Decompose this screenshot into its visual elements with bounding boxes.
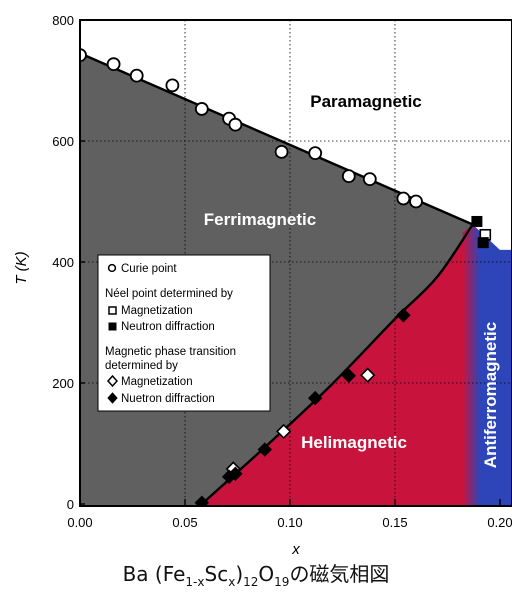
curie-point-marker: [228, 117, 243, 132]
neel-neutron-marker: [477, 237, 489, 249]
y-tick-label: 600: [52, 134, 74, 149]
region-label-ferrimagnetic: Ferrimagnetic: [204, 210, 316, 229]
helimagnetic-boundary-line: [200, 223, 474, 505]
legend-marker-phase-magnetization: [106, 374, 119, 388]
caption-sub-2: x: [228, 575, 236, 589]
y-tick-label: 800: [52, 13, 74, 28]
antiferromagnetic-region: [462, 224, 512, 506]
data-markers: [80, 48, 492, 506]
caption-sub-1: 1-x: [185, 575, 205, 589]
region-label-paramagnetic: Paramagnetic: [310, 92, 422, 111]
phase-neutron-marker: [194, 495, 210, 506]
legend-label-phase-neutron: Nuetron diffraction: [121, 393, 215, 405]
y-tick-label: 400: [52, 255, 74, 270]
phase-neutron-marker: [341, 368, 357, 383]
legend-label-neel-heading: Néel point determined by: [105, 288, 233, 300]
x-tick-label: 0.20: [487, 515, 512, 530]
curie-point-marker: [106, 57, 121, 72]
helimagnetic-region: [201, 224, 473, 506]
x-tick-label: 0.00: [67, 515, 92, 530]
legend-marker-neel-magnetization: [108, 306, 117, 315]
legend-marker-neel-neutron: [108, 322, 117, 331]
legend-label-phase-heading: Magnetic phase transition: [105, 346, 236, 358]
legend: Curie point Néel point determined by Mag…: [97, 254, 271, 412]
caption-o: O: [258, 562, 275, 586]
phase-diagram-chart: 0.00 0.05 0.10 0.15 0.20 0 200 400 600 800 Parama…: [13, 13, 512, 558]
legend-label-phase-magnetization: Magnetization: [121, 376, 193, 388]
figure-caption: Ba (Fe1-xScx)12O19の磁気相図: [0, 558, 512, 589]
legend-box: [97, 254, 271, 412]
curie-point-marker: [274, 144, 289, 159]
caption-base: Ba (Fe: [122, 562, 186, 586]
curie-point-marker: [129, 68, 144, 83]
curie-point-marker: [341, 169, 356, 183]
curie-point-marker: [80, 48, 87, 62]
phase-neutron-marker: [257, 442, 273, 457]
phase-magnetization-marker: [276, 423, 292, 440]
legend-label-curie: Curie point: [121, 263, 177, 275]
y-axis-title: T (K): [13, 251, 30, 284]
x-tick-label: 0.05: [172, 515, 197, 530]
legend-label-neel-neutron: Neutron diffraction: [121, 321, 215, 333]
legend-marker-phase-neutron: [107, 392, 118, 404]
y-tick-label: 0: [67, 497, 74, 512]
phase-neutron-marker: [396, 308, 411, 323]
caption-sub-4: 19: [274, 575, 290, 589]
region-label-antiferromagnetic: Antiferromagnetic: [481, 322, 500, 468]
curie-point-marker: [362, 172, 377, 187]
caption-sub-3: 12: [243, 575, 259, 589]
caption-mid: Sc: [204, 562, 229, 586]
legend-label-phase-heading-2: determined by: [105, 360, 178, 372]
phase-neutron-marker: [228, 466, 243, 481]
curie-point-marker: [396, 191, 411, 206]
phase-magnetization-marker: [360, 367, 376, 383]
plot-frame: [79, 19, 512, 507]
caption-close: ): [235, 562, 244, 586]
curie-point-marker: [194, 102, 209, 116]
x-tick-label: 0.10: [277, 515, 302, 530]
region-label-helimagnetic: Helimagnetic: [301, 433, 407, 452]
y-tick-label: 200: [52, 376, 74, 391]
caption-tail: の磁気相図: [289, 562, 390, 586]
neel-neutron-marker: [471, 215, 483, 227]
phase-neutron-marker: [307, 390, 323, 406]
x-axis-title: x: [291, 541, 300, 558]
curie-point-marker: [308, 146, 323, 161]
curie-point-marker: [409, 194, 423, 209]
curie-point-marker: [165, 78, 180, 93]
legend-label-neel-magnetization: Magnetization: [121, 305, 193, 317]
x-tick-label: 0.15: [382, 515, 407, 530]
legend-marker-curie: [107, 263, 117, 273]
axis-ticks: 0.00 0.05 0.10 0.15 0.20 0 200 400 600 800: [52, 13, 512, 530]
